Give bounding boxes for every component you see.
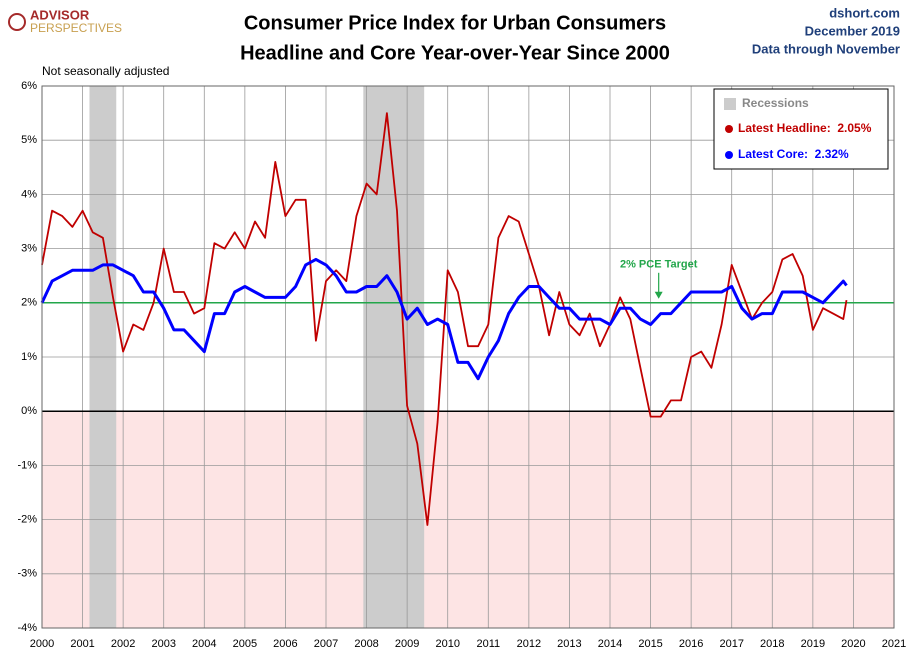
x-tick-label: 2009	[395, 638, 419, 650]
y-tick-label: 2%	[21, 297, 37, 309]
y-tick-label: 0%	[21, 405, 37, 417]
x-tick-label: 2008	[354, 638, 378, 650]
x-tick-label: 2011	[476, 638, 500, 650]
y-tick-label: -4%	[17, 622, 37, 634]
x-tick-label: 2020	[841, 638, 865, 650]
data-note: Data through November	[752, 41, 900, 56]
x-tick-label: 2018	[760, 638, 784, 650]
logo-text: PERSPECTIVES	[30, 21, 122, 35]
series-line	[41, 112, 848, 526]
x-tick-label: 2003	[151, 638, 175, 650]
legend-label: Latest Core: 2.32%	[738, 147, 849, 161]
x-tick-label: 2019	[801, 638, 825, 650]
y-tick-label: -3%	[17, 568, 37, 580]
chart-subtitle: Headline and Core Year-over-Year Since 2…	[240, 42, 670, 64]
y-tick-label: -1%	[17, 459, 37, 471]
x-tick-label: 2021	[882, 638, 906, 650]
x-tick-label: 2015	[638, 638, 662, 650]
plot-border	[41, 85, 895, 629]
date: December 2019	[805, 23, 900, 38]
x-tick-label: 2002	[111, 638, 135, 650]
y-tick-label: 6%	[21, 80, 37, 92]
y-tick-label: 3%	[21, 243, 37, 255]
x-tick-label: 2012	[517, 638, 541, 650]
x-tick-label: 2006	[273, 638, 297, 650]
x-tick-label: 2010	[435, 638, 459, 650]
chart-title: Consumer Price Index for Urban Consumers	[244, 12, 666, 34]
x-tick-label: 2016	[679, 638, 703, 650]
y-tick-label: 1%	[21, 351, 37, 363]
note: Not seasonally adjusted	[42, 64, 169, 78]
legend-marker	[725, 125, 733, 133]
x-tick-label: 2007	[314, 638, 338, 650]
logo-text: ADVISOR	[30, 7, 90, 22]
y-tick-label: 5%	[21, 134, 37, 146]
legend-swatch	[724, 98, 736, 110]
y-tick-label: 4%	[21, 188, 37, 200]
reference-label: 2% PCE Target	[620, 259, 698, 271]
x-tick-label: 2000	[30, 638, 54, 650]
legend-label: Recessions	[742, 96, 809, 110]
x-tick-label: 2017	[719, 638, 743, 650]
logo-icon	[8, 13, 26, 31]
annotation-arrowhead	[654, 291, 663, 299]
x-tick-label: 2014	[598, 638, 622, 650]
series-line	[40, 257, 848, 381]
x-tick-label: 2005	[233, 638, 257, 650]
source: dshort.com	[829, 5, 900, 20]
legend-label: Latest Headline: 2.05%	[738, 121, 872, 135]
x-tick-label: 2013	[557, 638, 581, 650]
y-tick-label: -2%	[17, 514, 37, 526]
legend-box	[713, 88, 889, 170]
x-tick-label: 2001	[70, 638, 94, 650]
x-tick-label: 2004	[192, 638, 216, 650]
legend-marker	[725, 151, 733, 159]
